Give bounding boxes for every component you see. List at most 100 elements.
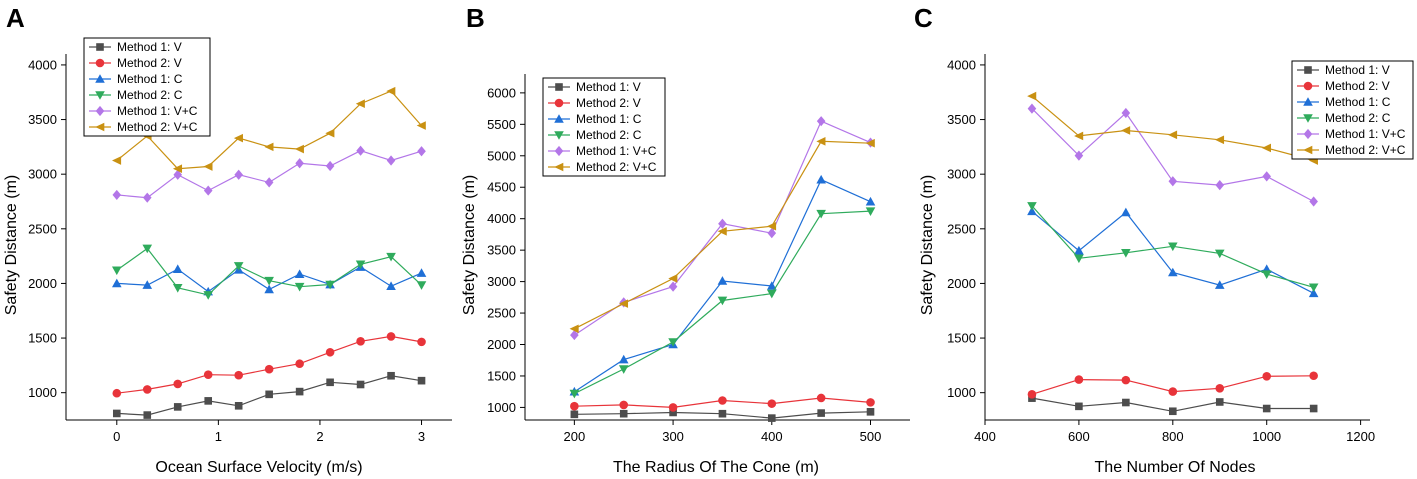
panel-a-data-point-method-2-v-c bbox=[355, 99, 365, 109]
panel-a-data-point-method-2-v bbox=[203, 370, 213, 379]
panel-b-plot: 200 300 400 500 1000 1500 2000 2500 3000 3500 4000… bbox=[487, 74, 910, 444]
panel-b-y-tick-label: 5500 bbox=[487, 117, 516, 132]
panel-a-data-point-method-1-c bbox=[172, 264, 183, 274]
panel-c-series-method-1-v-c bbox=[1027, 103, 1318, 207]
panel-b-x-tick-label: 400 bbox=[761, 429, 783, 444]
panel-a-data-point-method-2-c bbox=[416, 281, 427, 290]
panel-b-y-tick-label: 1500 bbox=[487, 368, 516, 383]
panel-a-data-point-method-2-c bbox=[142, 244, 153, 254]
panel-a-data-point-method-2-v-c bbox=[203, 162, 213, 171]
panel-b-data-point-method-2-c bbox=[668, 338, 678, 347]
panel-b-legend-label: Method 2: C bbox=[576, 128, 642, 142]
panel-a-legend-label: Method 2: V bbox=[117, 56, 182, 70]
panel-a-series-method-2-c bbox=[111, 244, 427, 300]
panel-b-y-tick-label: 3500 bbox=[487, 243, 516, 258]
panel-c-data-point-method-1-v-c bbox=[1215, 180, 1225, 191]
panel-a-data-point-method-1-v-c bbox=[112, 189, 122, 201]
panel-c-data-point-method-1-v-c bbox=[1121, 107, 1131, 119]
panel-b-data-point-method-2-v bbox=[816, 393, 826, 403]
panel-c-legend-label: Method 1: V bbox=[1325, 63, 1390, 77]
panel-b-y-tick-label: 1000 bbox=[487, 400, 516, 415]
panel-a-legend-marker bbox=[96, 43, 104, 51]
panel-b-legend: Method 1: V Method 2: V Method 1: C Method … bbox=[542, 77, 666, 177]
panel-a: A 0 1 2 3 1000 1500 2000 2500 3000 3500 4000 Method… bbox=[3, 3, 452, 476]
panel-b-legend-marker bbox=[554, 131, 564, 140]
panel-b-data-point-method-1-v-c bbox=[816, 116, 826, 127]
panel-b-legend-label: Method 2: V+C bbox=[576, 160, 657, 174]
panel-c-x-axis-title: The Number Of Nodes bbox=[1095, 459, 1256, 476]
panel-c-data-point-method-2-v-c bbox=[1168, 130, 1178, 140]
panel-b-legend-marker bbox=[554, 98, 564, 108]
panel-a-data-point-method-2-v bbox=[386, 332, 396, 341]
panel-a-legend-label: Method 1: V bbox=[117, 40, 182, 54]
panel-b: B 200 300 400 500 1000 1500 2000 2500 3000 3500 40… bbox=[461, 3, 910, 476]
panel-a-data-point-method-2-v-c bbox=[416, 121, 426, 130]
panel-c-data-point-method-2-c bbox=[1261, 270, 1272, 279]
panel-a-data-point-method-1-v bbox=[326, 378, 334, 387]
panel-a-data-point-method-1-v-c bbox=[234, 169, 243, 180]
panel-c-data-point-method-2-v bbox=[1074, 375, 1084, 384]
panel-b-data-point-method-1-v bbox=[570, 410, 579, 419]
panel-b-data-point-method-2-v-c bbox=[816, 137, 826, 146]
panel-c-legend-box bbox=[1291, 60, 1414, 160]
panel-b-data-point-method-2-v-c bbox=[618, 299, 629, 308]
panel-b-data-point-method-1-c bbox=[766, 281, 777, 290]
panel-b-data-point-method-1-v bbox=[619, 409, 628, 418]
panel-b-data-point-method-1-c bbox=[865, 196, 876, 206]
panel-b-data-point-method-1-v-c bbox=[718, 218, 727, 229]
panel-a-data-point-method-2-v-c bbox=[233, 133, 243, 143]
panel-c-series-line-method-1-v-c bbox=[1031, 108, 1314, 203]
panel-b-data-point-method-2-v bbox=[668, 403, 678, 412]
panel-c-legend: Method 1: V Method 2: V Method 1: C Method … bbox=[1291, 60, 1414, 160]
panel-a-series-method-2-v bbox=[112, 332, 426, 398]
panel-b-data-point-method-2-c bbox=[569, 389, 580, 399]
panel-b-legend-marker bbox=[554, 114, 564, 123]
panel-a-x-tick-label: 0 bbox=[113, 429, 120, 444]
panel-b-legend-marker bbox=[555, 83, 563, 91]
panel-a-data-point-method-1-v-c bbox=[386, 155, 396, 166]
panel-c-data-point-method-2-v-c bbox=[1027, 91, 1037, 101]
panel-c-data-point-method-2-v-c bbox=[1214, 135, 1225, 145]
panel-a-data-point-method-2-c bbox=[233, 262, 244, 271]
panel-b-y-axis-title: Safety Distance (m) bbox=[461, 175, 478, 315]
panel-c-legend-label: Method 2: V+C bbox=[1325, 143, 1406, 157]
panel-a-data-point-method-1-v bbox=[112, 409, 121, 418]
panel-a-legend-label: Method 1: V+C bbox=[117, 104, 198, 118]
panel-c-x-tick-label: 1000 bbox=[1252, 429, 1281, 444]
panel-a-data-point-method-1-v-c bbox=[203, 185, 213, 196]
panel-a-data-point-method-1-c bbox=[294, 269, 305, 278]
panel-a-x-tick-label: 2 bbox=[316, 429, 323, 444]
panel-c-legend-label: Method 1: V+C bbox=[1325, 127, 1406, 141]
panel-a-data-point-method-1-c bbox=[264, 284, 274, 294]
panel-b-data-point-method-2-v-c bbox=[668, 274, 678, 283]
panel-a-x-tick-label: 3 bbox=[418, 429, 425, 444]
panel-b-data-point-method-2-v bbox=[767, 399, 777, 408]
panel-c-data-point-method-1-c bbox=[1074, 245, 1084, 255]
panel-b-data-point-method-1-c bbox=[717, 276, 728, 285]
panel-b-data-point-method-1-c bbox=[816, 174, 826, 184]
panel-c-x-tick-label: 1200 bbox=[1346, 429, 1375, 444]
panel-c-series-method-2-c bbox=[1027, 202, 1319, 293]
panel-c-legend-label: Method 2: C bbox=[1325, 111, 1391, 125]
panel-c-data-point-method-2-c bbox=[1121, 249, 1131, 258]
panel-b-data-point-method-2-v-c bbox=[717, 226, 727, 236]
panel-b-y-tick-label: 4500 bbox=[487, 180, 516, 195]
panel-b-data-point-method-2-v bbox=[619, 400, 629, 410]
panel-c-legend-marker bbox=[1303, 145, 1313, 155]
panel-b-data-point-method-2-v-c bbox=[766, 221, 777, 231]
panel-a-series-line-method-2-v bbox=[116, 335, 422, 394]
panel-b-data-point-method-2-c bbox=[717, 296, 728, 306]
panel-a-data-point-method-2-v-c bbox=[294, 144, 304, 154]
panel-c-data-point-method-2-c bbox=[1027, 202, 1037, 211]
panel-b-data-point-method-1-v-c bbox=[570, 329, 579, 341]
panel-b-data-point-method-1-v-c bbox=[668, 281, 678, 292]
panel-a-y-tick-label: 1000 bbox=[28, 385, 57, 400]
panel-c-data-point-method-1-v bbox=[1122, 398, 1130, 407]
panel-c-data-point-method-2-v bbox=[1168, 387, 1178, 396]
panel-a-series-method-1-v-c bbox=[112, 145, 426, 203]
panel-c-x-tick-label: 400 bbox=[974, 429, 996, 444]
panel-c-legend-marker bbox=[1303, 97, 1313, 106]
panel-a-x-axis-title: Ocean Surface Velocity (m/s) bbox=[155, 459, 362, 476]
panel-c-data-point-method-2-v-c bbox=[1121, 126, 1131, 135]
